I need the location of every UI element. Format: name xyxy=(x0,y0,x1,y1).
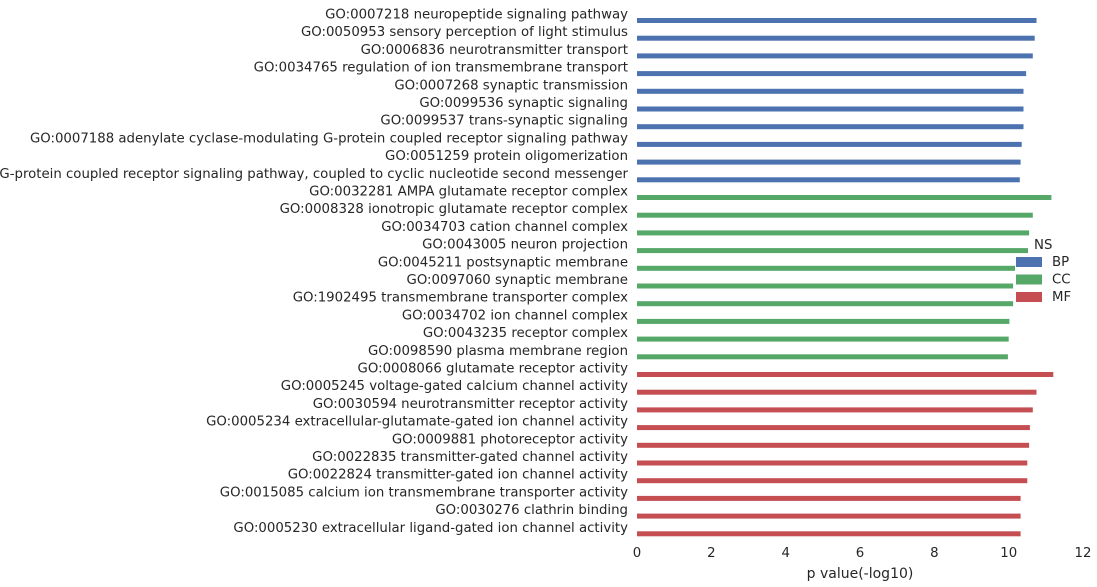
category-label: GO:0034703 cation channel complex xyxy=(381,220,628,235)
bar-2 xyxy=(637,35,1035,41)
category-label: GO:0097060 synaptic membrane xyxy=(407,273,628,288)
bar-18 xyxy=(637,318,1010,324)
category-label: GO:0007218 neuropeptide signaling pathwa… xyxy=(325,8,628,23)
bar-27 xyxy=(637,478,1028,484)
category-label: GO:0045211 postsynaptic membrane xyxy=(378,255,628,270)
bar-25 xyxy=(637,442,1030,448)
bar-23 xyxy=(637,407,1033,413)
bar-29 xyxy=(637,513,1021,519)
x-tick-label: 2 xyxy=(707,546,715,561)
legend: NS BP CC MF xyxy=(1016,238,1071,305)
bar-14 xyxy=(637,248,1028,254)
legend-swatch-bp xyxy=(1016,257,1042,267)
bar-7 xyxy=(637,124,1024,130)
x-tick-label: 4 xyxy=(781,546,789,561)
category-label: GO:0032281 AMPA glutamate receptor compl… xyxy=(309,185,628,200)
category-label: GO:0006836 neurotransmitter transport xyxy=(361,43,628,58)
bar-16 xyxy=(637,283,1014,289)
bar-8 xyxy=(637,141,1022,147)
legend-swatch-cc xyxy=(1016,274,1042,285)
category-label: GO:0098590 plasma membrane region xyxy=(368,344,628,359)
category-label: GO:0007187 G-protein coupled receptor si… xyxy=(0,167,629,182)
bar-15 xyxy=(637,265,1015,271)
bar-24 xyxy=(637,425,1030,431)
bar-1 xyxy=(637,18,1037,23)
bars-layer xyxy=(637,18,1054,537)
category-label: GO:0034702 ion channel complex xyxy=(402,308,628,323)
bar-20 xyxy=(637,354,1008,360)
bar-22 xyxy=(637,389,1037,395)
x-tick-label: 10 xyxy=(1000,546,1017,561)
x-axis-title: p value(-log10) xyxy=(807,566,914,582)
bar-10 xyxy=(637,177,1020,183)
category-labels: GO:0007218 neuropeptide signaling pathwa… xyxy=(0,8,629,536)
category-label: GO:0051259 protein oligomerization xyxy=(385,149,628,164)
category-label: GO:0050953 sensory perception of light s… xyxy=(301,25,628,40)
bar-17 xyxy=(637,301,1014,307)
legend-title: NS xyxy=(1034,238,1052,253)
bar-26 xyxy=(637,460,1028,466)
bar-12 xyxy=(637,212,1033,218)
x-tick-label: 12 xyxy=(1075,546,1092,561)
category-label: GO:0007188 adenylate cyclase-modulating … xyxy=(30,131,628,146)
bar-3 xyxy=(637,53,1033,59)
category-label: GO:0008066 glutamate receptor activity xyxy=(358,362,629,377)
category-label: GO:0005245 voltage-gated calcium channel… xyxy=(281,379,628,394)
category-label: GO:1902495 transmembrane transporter com… xyxy=(293,291,628,306)
legend-entries: BP CC MF xyxy=(1016,255,1071,305)
category-label: GO:0043235 receptor complex xyxy=(423,326,628,341)
bar-13 xyxy=(637,230,1030,236)
category-label: GO:0030276 clathrin binding xyxy=(435,503,628,518)
bar-21 xyxy=(637,372,1054,377)
legend-label-mf: MF xyxy=(1052,290,1071,305)
bar-5 xyxy=(637,88,1024,94)
category-label: GO:0005234 extracellular-glutamate-gated… xyxy=(206,415,628,430)
category-label: GO:0008328 ionotropic glutamate receptor… xyxy=(280,202,629,217)
category-label: GO:0022824 transmitter-gated ion channel… xyxy=(288,468,628,483)
x-tick-label: 6 xyxy=(856,546,864,561)
category-label: GO:0015085 calcium ion transmembrane tra… xyxy=(220,485,628,500)
category-label: GO:0099537 trans-synaptic signaling xyxy=(380,114,628,129)
category-label: GO:0030594 neurotransmitter receptor act… xyxy=(313,397,628,412)
category-label: GO:0043005 neuron projection xyxy=(422,238,628,253)
category-label: GO:0022835 transmitter-gated channel act… xyxy=(312,450,628,465)
bar-11 xyxy=(637,195,1052,200)
bar-4 xyxy=(637,71,1027,77)
bar-28 xyxy=(637,495,1021,501)
category-label: GO:0005230 extracellular ligand-gated io… xyxy=(233,521,628,536)
legend-label-cc: CC xyxy=(1052,273,1071,288)
bar-9 xyxy=(637,159,1021,165)
category-label: GO:0034765 regulation of ion transmembra… xyxy=(254,61,628,76)
bar-19 xyxy=(637,336,1009,342)
legend-label-bp: BP xyxy=(1052,255,1069,270)
category-label: GO:0009881 photoreceptor activity xyxy=(392,432,628,447)
category-label: GO:0007268 synaptic transmission xyxy=(394,78,628,93)
bar-30 xyxy=(637,531,1021,537)
bar-6 xyxy=(637,106,1024,112)
x-axis-ticks: 0 2 4 6 8 10 12 xyxy=(633,546,1092,561)
x-tick-label: 0 xyxy=(633,546,641,561)
category-label: GO:0099536 synaptic signaling xyxy=(419,96,628,111)
legend-swatch-mf xyxy=(1016,292,1042,302)
x-tick-label: 8 xyxy=(930,546,938,561)
